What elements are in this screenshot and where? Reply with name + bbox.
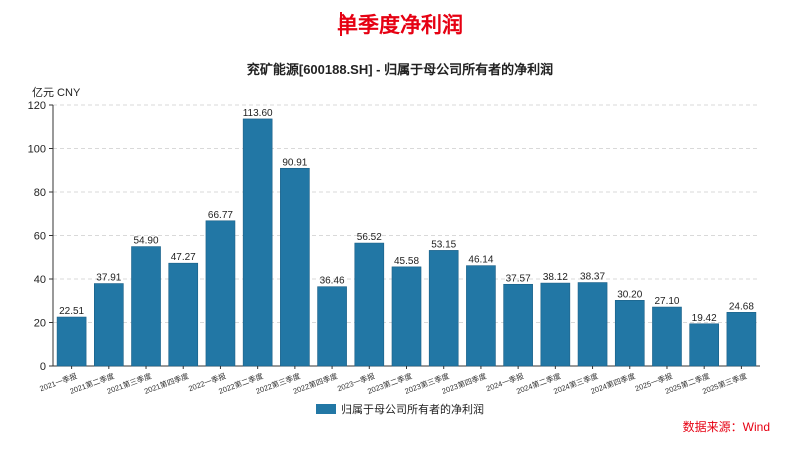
- bar: [503, 283, 533, 367]
- data-label: 47.27: [171, 252, 196, 263]
- y-tick-label: 40: [34, 274, 46, 286]
- data-label: 19.42: [692, 313, 717, 324]
- y-axis-unit-label: 亿元 CNY: [32, 87, 81, 99]
- title-accent-mark: [340, 12, 342, 36]
- data-label: 54.90: [134, 236, 159, 247]
- bar: [280, 167, 310, 367]
- bar: [391, 266, 422, 367]
- bar: [540, 282, 571, 367]
- data-label: 27.10: [654, 296, 679, 307]
- legend-swatch: [316, 404, 336, 414]
- bar: [317, 286, 347, 367]
- y-tick-label: 100: [28, 144, 46, 156]
- data-label: 37.57: [506, 273, 531, 284]
- bar: [168, 262, 199, 367]
- data-label: 66.77: [208, 210, 233, 221]
- bar: [726, 312, 757, 367]
- chart-title: 兖矿能源[600188.SH] - 归属于母公司所有者的净利润: [246, 62, 554, 77]
- bar: [428, 250, 459, 367]
- data-source-note: 数据来源：Wind: [682, 420, 770, 434]
- bar: [205, 220, 236, 367]
- data-label: 38.37: [580, 272, 605, 283]
- data-label: 30.20: [617, 289, 642, 300]
- data-label: 56.52: [357, 232, 382, 243]
- data-label: 38.12: [543, 272, 568, 283]
- bar: [94, 283, 124, 367]
- bar: [56, 316, 87, 367]
- data-label: 53.15: [431, 239, 456, 250]
- y-tick-label: 120: [28, 100, 46, 112]
- bar: [614, 300, 645, 367]
- data-label: 113.60: [243, 108, 273, 119]
- bar: [466, 265, 496, 367]
- y-tick-label: 80: [34, 187, 46, 199]
- y-tick-label: 20: [34, 318, 46, 330]
- y-tick-label: 0: [40, 361, 46, 373]
- y-tick-label: 60: [34, 231, 46, 243]
- data-label: 24.68: [729, 301, 754, 312]
- bar: [689, 323, 719, 367]
- bar: [131, 246, 161, 367]
- bar: [577, 282, 608, 367]
- legend-label: 归属于母公司所有者的净利润: [341, 404, 484, 416]
- data-label: 37.91: [96, 273, 121, 284]
- page-title: 单季度净利润: [337, 14, 463, 37]
- data-label: 90.91: [282, 157, 307, 168]
- legend: 归属于母公司所有者的净利润: [0, 401, 800, 417]
- bar: [354, 242, 385, 367]
- bar: [242, 118, 273, 367]
- bar: [652, 306, 682, 367]
- data-label: 45.58: [394, 256, 419, 267]
- data-label: 36.46: [320, 276, 345, 287]
- data-label: 22.51: [59, 306, 84, 317]
- data-label: 46.14: [468, 255, 493, 266]
